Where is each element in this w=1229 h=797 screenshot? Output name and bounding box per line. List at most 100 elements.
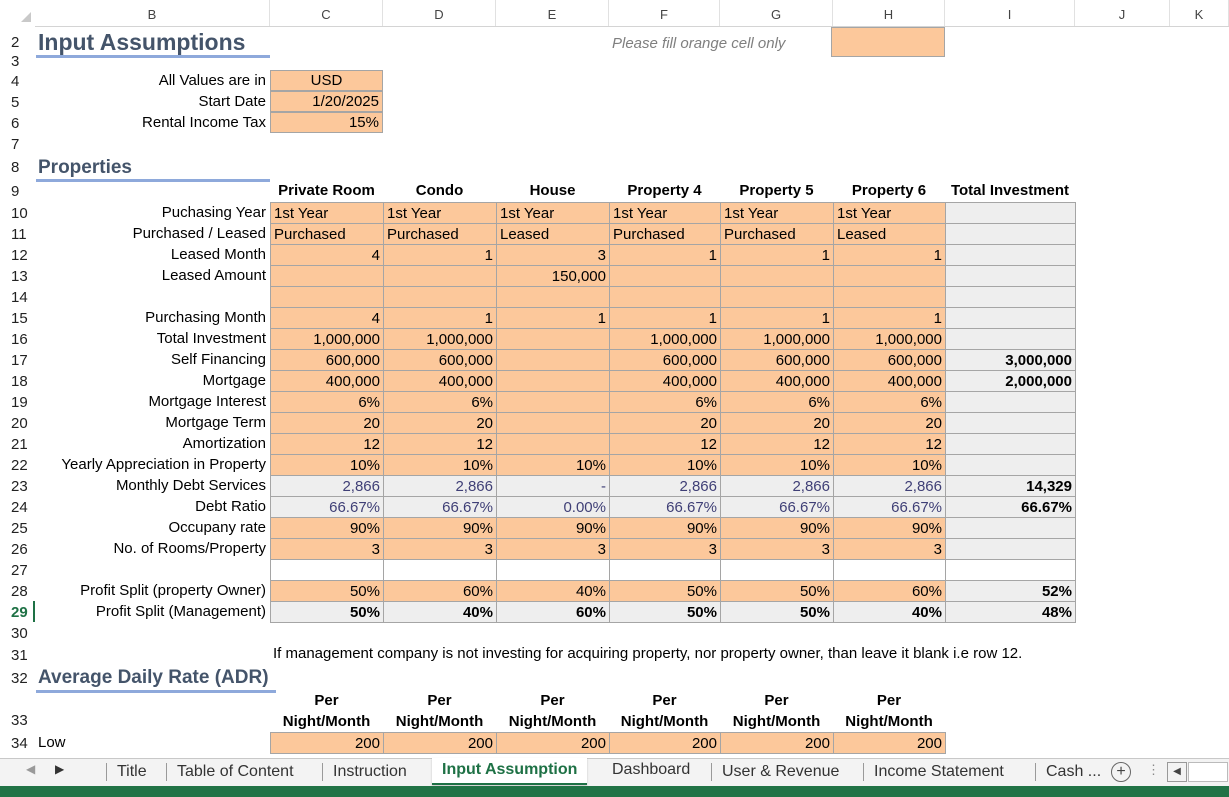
more-options-icon[interactable]: ⋮ (1147, 762, 1160, 777)
row-header-17[interactable]: 17 (11, 352, 28, 369)
total-investment-cell[interactable] (945, 307, 1076, 329)
row-header-30[interactable]: 30 (11, 625, 28, 642)
row-header-34[interactable]: 34 (11, 735, 28, 752)
property-cell[interactable]: 10% (609, 454, 721, 476)
total-investment-cell[interactable] (945, 559, 1076, 581)
column-header-c[interactable]: C (270, 0, 383, 26)
property-cell[interactable]: 4 (270, 307, 384, 329)
total-investment-cell[interactable] (945, 412, 1076, 434)
property-cell[interactable]: 66.67% (833, 496, 946, 518)
property-cell[interactable]: 20 (383, 412, 497, 434)
property-cell[interactable] (720, 559, 834, 581)
property-cell[interactable]: 50% (720, 601, 834, 623)
sheet-tab-cash[interactable]: Cash ... (1035, 763, 1111, 781)
property-cell[interactable]: 1st Year (609, 202, 721, 224)
property-cell[interactable]: 600,000 (383, 349, 497, 371)
total-investment-cell[interactable]: 48% (945, 601, 1076, 623)
column-header-j[interactable]: J (1075, 0, 1170, 26)
property-cell[interactable]: 12 (720, 433, 834, 455)
row-header-7[interactable]: 7 (11, 136, 20, 153)
total-investment-cell[interactable] (945, 538, 1076, 560)
property-cell[interactable]: 1 (833, 244, 946, 266)
adr-cell[interactable]: 200 (270, 732, 384, 754)
property-cell[interactable] (496, 391, 610, 413)
row-header-31[interactable]: 31 (11, 647, 28, 664)
adr-cell[interactable]: 200 (496, 732, 610, 754)
property-cell[interactable] (496, 433, 610, 455)
row-header-21[interactable]: 21 (11, 436, 28, 453)
property-cell[interactable]: 1 (609, 307, 721, 329)
property-cell[interactable]: 90% (496, 517, 610, 539)
row-header-24[interactable]: 24 (11, 499, 28, 516)
select-all-corner[interactable] (0, 0, 35, 26)
property-cell[interactable]: 40% (833, 601, 946, 623)
property-cell[interactable]: Purchased (270, 223, 384, 245)
total-investment-cell[interactable]: 66.67% (945, 496, 1076, 518)
property-cell[interactable] (270, 265, 384, 287)
column-header-b[interactable]: B (35, 0, 270, 26)
property-cell[interactable]: 400,000 (720, 370, 834, 392)
row-header-20[interactable]: 20 (11, 415, 28, 432)
property-cell[interactable]: 40% (383, 601, 497, 623)
total-investment-cell[interactable] (945, 244, 1076, 266)
property-cell[interactable]: Purchased (609, 223, 721, 245)
property-cell[interactable] (609, 559, 721, 581)
property-cell[interactable]: 20 (833, 412, 946, 434)
adr-cell[interactable]: 200 (609, 732, 721, 754)
setting-value-input[interactable]: USD (270, 70, 383, 91)
property-cell[interactable]: 3 (609, 538, 721, 560)
property-cell[interactable]: 3 (496, 244, 610, 266)
row-header-11[interactable]: 11 (11, 226, 27, 243)
property-cell[interactable]: 2,866 (609, 475, 721, 497)
row-header-27[interactable]: 27 (11, 562, 28, 579)
property-cell[interactable]: 12 (270, 433, 384, 455)
property-cell[interactable]: 1 (609, 244, 721, 266)
sheet-tab-income-statement[interactable]: Income Statement (863, 763, 1014, 781)
property-cell[interactable]: 600,000 (833, 349, 946, 371)
property-cell[interactable]: 6% (720, 391, 834, 413)
row-header-3[interactable]: 3 (11, 53, 20, 70)
property-cell[interactable] (720, 265, 834, 287)
sheet-tab-user-revenue[interactable]: User & Revenue (711, 763, 849, 781)
property-cell[interactable]: 1st Year (383, 202, 497, 224)
property-cell[interactable]: 12 (833, 433, 946, 455)
property-cell[interactable]: 3 (833, 538, 946, 560)
property-cell[interactable] (609, 286, 721, 308)
property-cell[interactable]: 10% (270, 454, 384, 476)
property-cell[interactable]: 66.67% (383, 496, 497, 518)
column-header-i[interactable]: I (945, 0, 1075, 26)
property-cell[interactable]: 40% (496, 580, 610, 602)
property-cell[interactable] (833, 559, 946, 581)
row-header-4[interactable]: 4 (11, 73, 20, 90)
property-cell[interactable]: 12 (383, 433, 497, 455)
property-cell[interactable]: 50% (609, 580, 721, 602)
property-cell[interactable] (496, 370, 610, 392)
row-header-13[interactable]: 13 (11, 268, 28, 285)
property-cell[interactable]: Leased (833, 223, 946, 245)
sheet-tab-dashboard[interactable]: Dashboard (612, 761, 691, 778)
property-cell[interactable] (496, 286, 610, 308)
total-investment-cell[interactable] (945, 517, 1076, 539)
property-cell[interactable]: - (496, 475, 610, 497)
column-header-f[interactable]: F (609, 0, 720, 26)
property-cell[interactable]: 1,000,000 (720, 328, 834, 350)
sheet-tab-input-assumption[interactable]: Input Assumption (432, 758, 588, 785)
property-cell[interactable] (720, 286, 834, 308)
property-cell[interactable]: 1 (383, 307, 497, 329)
prev-sheet-icon[interactable]: ◀ (26, 762, 36, 776)
property-cell[interactable]: 6% (833, 391, 946, 413)
property-cell[interactable] (833, 286, 946, 308)
property-cell[interactable]: 90% (833, 517, 946, 539)
property-cell[interactable]: 3 (720, 538, 834, 560)
property-cell[interactable]: 600,000 (720, 349, 834, 371)
property-cell[interactable]: 66.67% (720, 496, 834, 518)
property-cell[interactable] (383, 265, 497, 287)
column-header-h[interactable]: H (833, 0, 945, 26)
row-header-19[interactable]: 19 (11, 394, 28, 411)
property-cell[interactable]: Purchased (383, 223, 497, 245)
property-cell[interactable] (270, 559, 384, 581)
property-cell[interactable]: 1,000,000 (270, 328, 384, 350)
property-cell[interactable]: 12 (609, 433, 721, 455)
property-cell[interactable]: 1,000,000 (833, 328, 946, 350)
setting-value-input[interactable]: 15% (270, 112, 383, 133)
